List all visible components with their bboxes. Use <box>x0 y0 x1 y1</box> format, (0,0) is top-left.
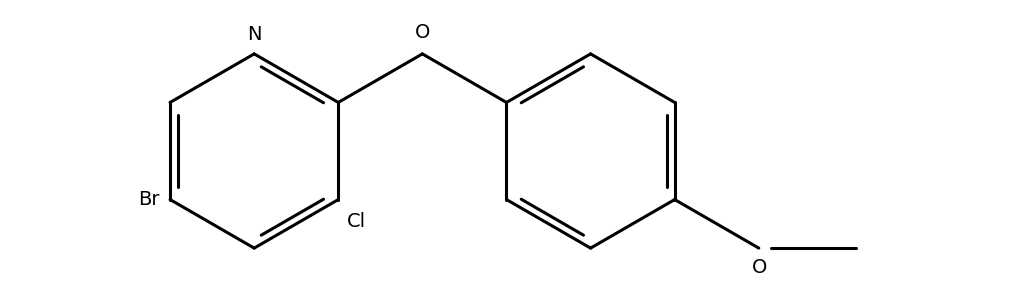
Text: N: N <box>247 25 262 44</box>
Text: O: O <box>415 23 430 42</box>
Text: Br: Br <box>139 190 160 209</box>
Text: O: O <box>752 258 767 277</box>
Text: Cl: Cl <box>347 212 365 231</box>
